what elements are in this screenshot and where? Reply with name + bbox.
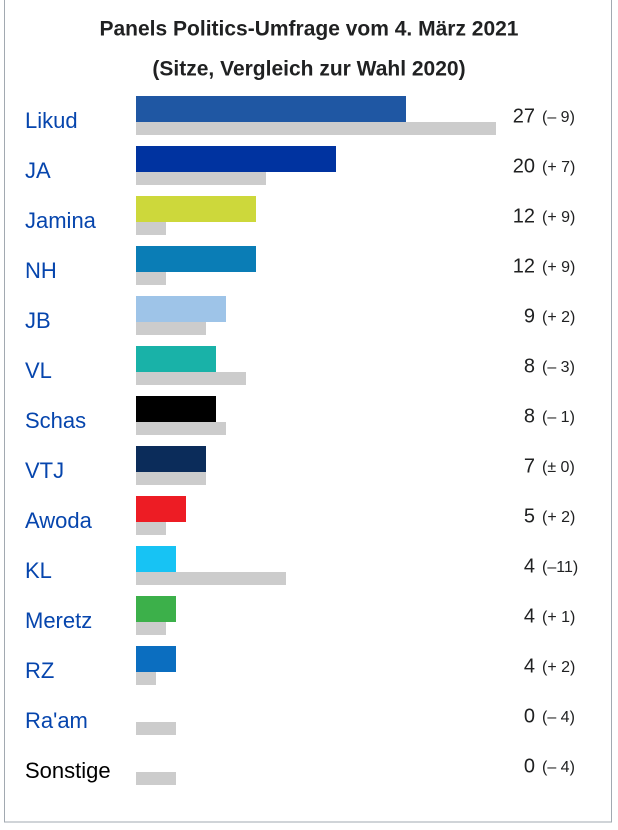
category-label: Sonstige: [25, 758, 111, 783]
category-label: NH: [25, 258, 57, 283]
value-label: 12: [513, 205, 535, 227]
previous-bar: [136, 122, 496, 135]
change-label: (+ 9): [542, 209, 575, 226]
chart-subtitle: (Sitze, Vergleich zur Wahl 2020): [152, 58, 465, 81]
value-label: 4: [524, 655, 535, 677]
change-label: (+ 2): [542, 309, 575, 326]
category-label: JB: [25, 308, 51, 333]
change-label: (+ 2): [542, 509, 575, 526]
previous-bar: [136, 672, 156, 685]
bar: [136, 446, 206, 472]
category-label: VTJ: [25, 458, 64, 483]
category-label: RZ: [25, 658, 54, 683]
previous-bar: [136, 572, 286, 585]
bar: [136, 346, 216, 372]
value-label: 5: [524, 505, 535, 527]
change-label: (+ 2): [542, 659, 575, 676]
previous-bar: [136, 772, 176, 785]
category-label: KL: [25, 558, 52, 583]
change-label: (–11): [542, 559, 578, 576]
value-label: 0: [524, 705, 535, 727]
previous-bar: [136, 372, 246, 385]
value-label: 8: [524, 405, 535, 427]
value-label: 4: [524, 605, 535, 627]
category-label: Ra'am: [25, 708, 88, 733]
previous-bar: [136, 222, 166, 235]
change-label: (+ 7): [542, 159, 575, 176]
bar: [136, 146, 336, 172]
category-label: Schas: [25, 408, 86, 433]
category-label: VL: [25, 358, 52, 383]
value-label: 9: [524, 305, 535, 327]
bar: [136, 296, 226, 322]
chart-title: Panels Politics-Umfrage vom 4. März 2021: [99, 18, 518, 41]
category-label: Likud: [25, 108, 78, 133]
previous-bar: [136, 322, 206, 335]
value-label: 20: [513, 155, 535, 177]
previous-bar: [136, 422, 226, 435]
value-label: 4: [524, 555, 535, 577]
value-label: 27: [513, 105, 535, 127]
change-label: (– 3): [542, 359, 575, 376]
change-label: (± 0): [542, 459, 575, 476]
change-label: (– 4): [542, 709, 575, 726]
frame: [4, 0, 612, 823]
bar: [136, 596, 176, 622]
change-label: (– 1): [542, 409, 575, 426]
previous-bar: [136, 272, 166, 285]
value-label: 12: [513, 255, 535, 277]
previous-bar: [136, 722, 176, 735]
bar: [136, 396, 216, 422]
category-label: JA: [25, 158, 51, 183]
value-label: 8: [524, 355, 535, 377]
bar: [136, 196, 256, 222]
change-label: (– 4): [542, 759, 575, 776]
change-label: (+ 9): [542, 259, 575, 276]
category-label: Awoda: [25, 508, 93, 533]
previous-bar: [136, 172, 266, 185]
bar: [136, 646, 176, 672]
change-label: (– 9): [542, 109, 575, 126]
category-label: Meretz: [25, 608, 92, 633]
previous-bar: [136, 522, 166, 535]
value-label: 0: [524, 755, 535, 777]
category-label: Jamina: [25, 208, 97, 233]
value-label: 7: [524, 455, 535, 477]
previous-bar: [136, 472, 206, 485]
bar: [136, 546, 176, 572]
change-label: (+ 1): [542, 609, 575, 626]
bar: [136, 496, 186, 522]
bar: [136, 96, 406, 122]
bar: [136, 246, 256, 272]
previous-bar: [136, 622, 166, 635]
